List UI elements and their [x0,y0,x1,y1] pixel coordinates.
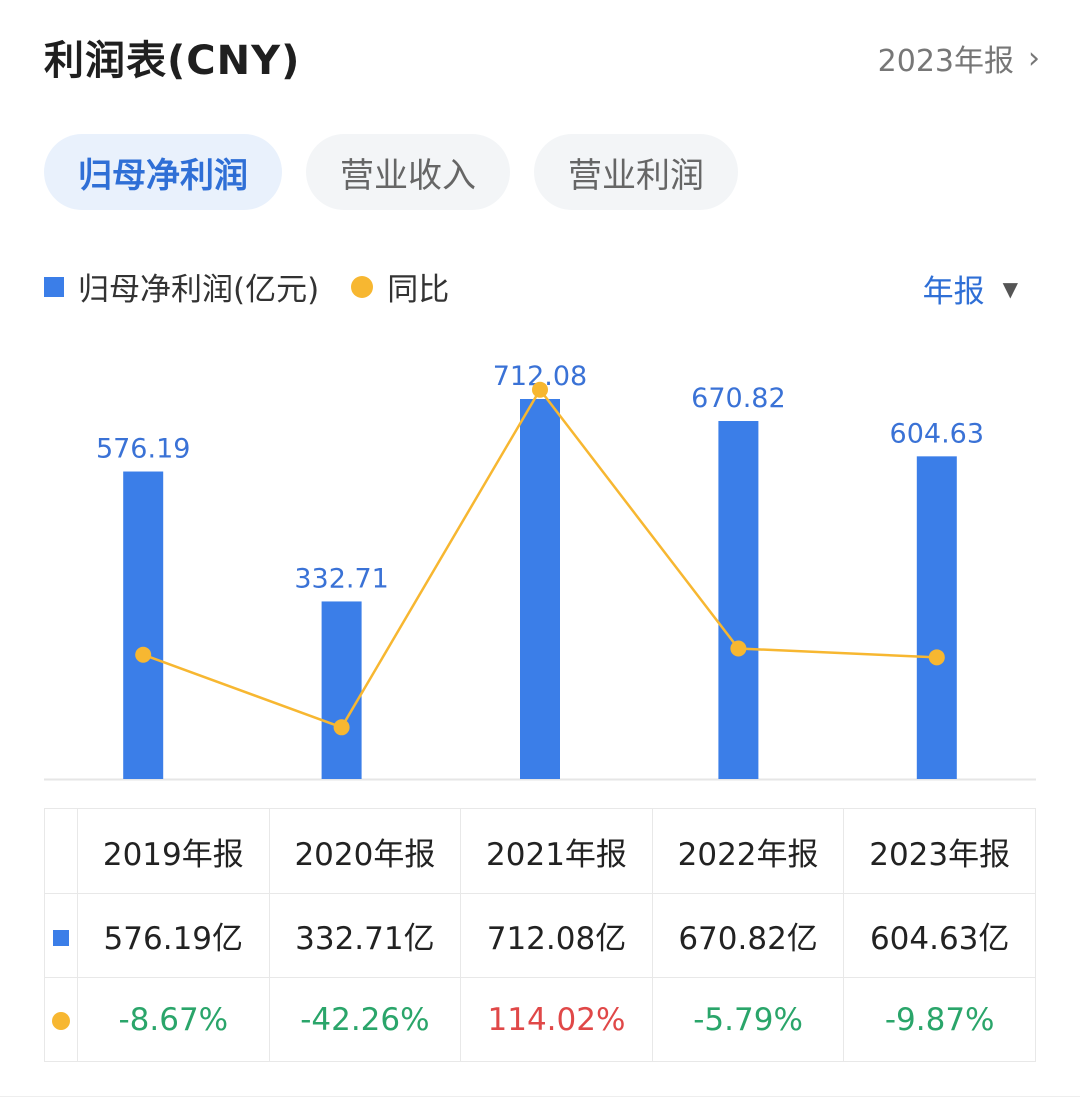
dropdown-triangle-icon: ▼ [1002,276,1018,301]
line-dot-icon [52,1011,70,1030]
table-header-cell: 2023年报 [843,808,1036,894]
bar-value-label: 670.82 [691,383,785,414]
report-period-link[interactable]: 2023年报 › [878,36,1040,80]
page-title: 利润表(CNY) [44,38,301,84]
period-selector-label: 年报 [922,274,985,310]
bar-value-label: 332.71 [294,563,388,594]
yoy-point [928,649,945,666]
bar-legend-label: 归母净利润(亿元) [78,272,320,308]
table-header-cell: 2020年报 [268,808,462,894]
table-row-icon-cell [44,977,78,1062]
bar-legend-swatch-icon [44,276,64,297]
yoy-point [532,381,548,398]
bar [718,421,759,779]
table-cell-value: 576.19亿 [77,893,270,978]
bar-value-label: 604.63 [890,418,984,449]
bar [321,601,362,779]
line-legend-dot-icon [351,275,374,298]
yoy-point [333,719,350,736]
tab-operating-profit[interactable]: 营业利润 [534,134,738,210]
table-cell-value: 604.63亿 [843,893,1036,978]
bar [916,456,957,779]
table-header-cell: 2019年报 [77,808,270,894]
table-cell-yoy: -42.26% [268,977,462,1062]
table-corner-cell [44,808,78,894]
bar-square-icon [53,929,69,946]
line-legend-label: 同比 [387,272,450,308]
table-row-icon-cell [44,893,78,978]
table-header-cell: 2022年报 [651,808,845,894]
yoy-point [730,640,747,657]
table-cell-value: 670.82亿 [651,893,845,978]
table-row-yoy: -8.67% -42.26% 114.02% -5.79% -9.87% [44,977,1036,1062]
table-cell-yoy: 114.02% [460,977,653,1062]
table-header-row: 2019年报 2020年报 2021年报 2022年报 2023年报 [44,808,1036,894]
table-header-cell: 2021年报 [460,808,653,894]
header: 利润表(CNY) 2023年报 › [44,24,1040,84]
data-table: 2019年报 2020年报 2021年报 2022年报 2023年报 576.1… [44,808,1036,1062]
table-cell-yoy: -8.67% [77,977,270,1062]
table-row-values: 576.19亿 332.71亿 712.08亿 670.82亿 604.63亿 [44,893,1036,978]
report-period-label: 2023年报 [877,44,1014,79]
yoy-point [135,646,152,663]
bar-value-label: 576.19 [96,434,190,465]
table-cell-value: 332.71亿 [268,893,462,978]
tab-net-profit[interactable]: 归母净利润 [44,134,282,210]
table-cell-yoy: -9.87% [843,977,1036,1062]
bar [520,399,560,779]
period-selector[interactable]: 年报 ▼ [923,266,1018,311]
bar [123,471,164,779]
table-cell-yoy: -5.79% [651,977,845,1062]
chevron-right-icon: › [1028,40,1040,76]
chart-legend: 归母净利润(亿元) 同比 [44,264,449,309]
table-cell-value: 712.08亿 [460,893,653,978]
tab-revenue[interactable]: 营业收入 [306,134,510,210]
bottom-divider [0,1096,1080,1097]
metric-tabs: 归母净利润 营业收入 营业利润 [44,134,738,210]
